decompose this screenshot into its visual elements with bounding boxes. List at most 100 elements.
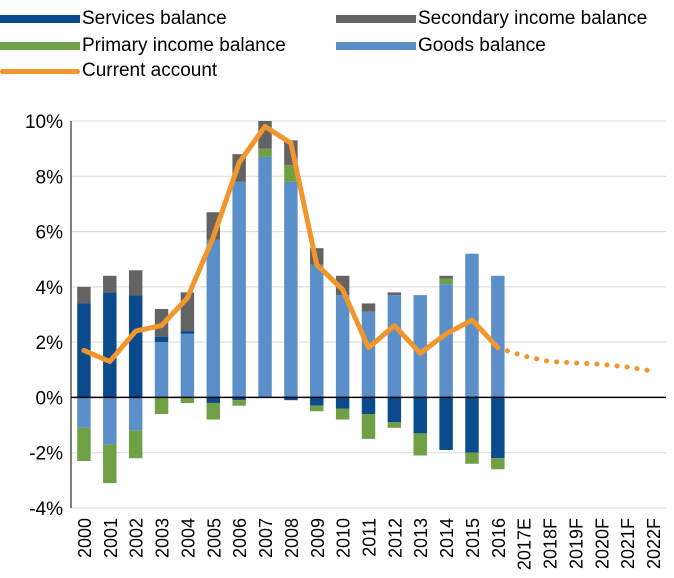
bar-services-balance-2011 [361,397,376,415]
bar-primary-income-balance-2001 [103,444,117,484]
line-current-account-forecast [495,345,656,374]
bar-secondary-income-balance-2011 [361,303,376,312]
legend-label-secondary-income: Secondary income balance [418,8,648,29]
bar-primary-income-balance-2002 [128,430,143,459]
x-tick-label: 2019F [566,518,586,569]
bar-services-balance-2004 [180,331,195,334]
bar-primary-income-balance-2004 [180,397,195,403]
legend-label-goods: Goods balance [418,35,546,56]
y-tick-label: 8% [36,167,64,188]
bar-goods-balance-2008 [284,181,298,398]
x-tick-label: 2013 [411,518,431,558]
y-tick-label: 2% [36,333,64,354]
bar-services-balance-2006 [232,397,246,401]
x-tick-label: 2011 [360,518,380,557]
x-tick-label: 2002 [127,518,147,558]
bar-goods-balance-2015 [465,253,479,398]
x-tick-label: 2014 [437,518,457,558]
y-tick-labels: -4% -2% 0% 2% 4% 6% 8% 10% [25,112,63,520]
bar-goods-balance-2009 [310,264,324,398]
x-tick-label: 2010 [334,518,354,558]
x-tick-label: 2012 [385,518,405,558]
bar-goods-balance-2014 [439,284,453,398]
bar-goods-balance-2011 [361,311,376,398]
x-tick-label: 2017E [515,518,535,570]
bar-primary-income-balance-2010 [335,408,350,420]
bar-goods-balance-2002 [128,397,143,431]
line-current-account-actual [81,124,501,364]
bar-goods-balance-2010 [335,295,350,398]
y-tick-label: 6% [36,223,64,244]
legend-swatch-current-account [0,69,80,74]
legend-swatch-goods [336,42,416,50]
bar-primary-income-balance-2011 [361,414,376,439]
bar-secondary-income-balance-2001 [103,275,117,293]
bar-services-balance-2003 [154,336,169,343]
bar-primary-income-balance-2000 [77,427,91,462]
bar-services-balance-2012 [387,397,402,423]
axes [70,121,666,508]
x-tick-label: 2018F [541,518,561,569]
bar-goods-balance-2004 [180,333,195,398]
bar-primary-income-balance-2013 [413,433,427,456]
bar-goods-balance-2013 [413,295,427,398]
x-tick-label: 2005 [204,518,224,558]
bar-goods-balance-2001 [103,397,117,445]
bar-services-balance-2001 [103,292,117,398]
legend: Services balance Secondary income balanc… [0,0,674,90]
y-tick-label: 0% [36,388,64,409]
bar-secondary-income-balance-2014 [439,275,453,279]
y-tick-label: 4% [36,278,64,299]
bar-primary-income-balance-2012 [387,422,402,428]
bar-goods-balance-2007 [258,156,272,398]
y-tick-label: 10% [25,112,63,133]
bar-primary-income-balance-2009 [310,405,324,412]
legend-label-primary-income: Primary income balance [82,35,286,56]
bar-services-balance-2005 [206,397,221,403]
legend-label-current-account: Current account [82,60,218,81]
bar-services-balance-2016 [491,397,505,459]
x-tick-label: 2021F [618,518,638,569]
y-tick-label: -4% [29,499,63,520]
bar-secondary-income-balance-2000 [77,286,91,304]
bar-primary-income-balance-2005 [206,402,221,420]
bar-services-balance-2015 [465,397,479,453]
bar-services-balance-2014 [439,397,453,450]
y-tick-label: -2% [29,444,63,465]
bar-primary-income-balance-2006 [232,400,246,406]
legend-swatch-secondary-income [336,15,416,23]
bar-secondary-income-balance-2010 [335,275,350,296]
bar-services-balance-2010 [335,397,350,409]
bar-primary-income-balance-2015 [465,452,479,464]
bar-goods-balance-2006 [232,181,246,398]
bar-goods-balance-2016 [491,275,505,398]
x-tick-labels: 2000 2001 2002 2003 2004 2005 2006 2007 2008 2009… [75,518,664,570]
bar-services-balance-2008 [284,397,298,401]
x-tick-label: 2008 [282,518,302,558]
x-tick-label: 2004 [178,518,198,558]
x-tick-label: 2001 [101,518,121,558]
bar-primary-income-balance-2003 [154,397,169,415]
x-tick-label: 2000 [75,518,95,558]
bar-goods-balance-2003 [154,342,169,398]
bar-services-balance-2009 [310,397,324,406]
legend-swatch-services [0,15,80,23]
bar-goods-balance-2005 [206,239,221,398]
legend-label-services: Services balance [82,8,227,29]
bar-primary-income-balance-2014 [439,278,453,285]
bar-services-balance-2002 [128,295,143,398]
legend-swatch-primary-income [0,42,80,50]
x-tick-label: 2007 [256,518,276,558]
bar-primary-income-balance-2016 [491,458,505,470]
bar-goods-balance-2000 [77,397,91,428]
current-account-line [81,124,656,374]
x-tick-label: 2006 [230,518,250,558]
x-tick-label: 2022F [644,518,664,569]
x-tick-label: 2016 [489,518,509,558]
bar-secondary-income-balance-2012 [387,292,402,296]
bar-goods-balance-2012 [387,295,402,398]
x-tick-label: 2020F [592,518,612,569]
bars [77,121,505,484]
x-tick-label: 2009 [308,518,328,558]
